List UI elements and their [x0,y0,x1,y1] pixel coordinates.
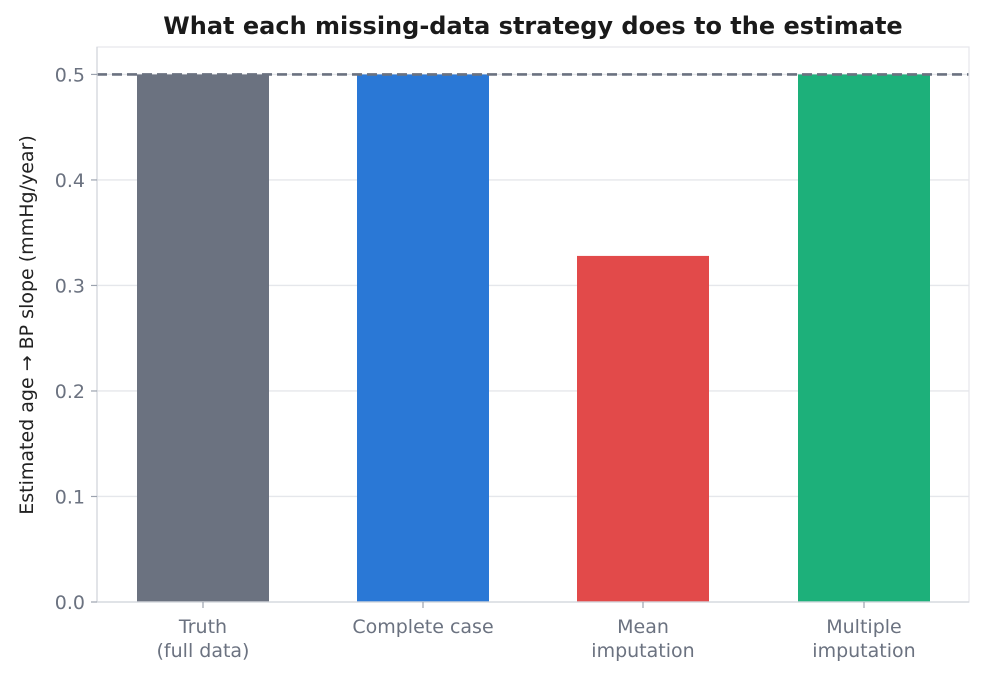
y-tick-label: 0.3 [55,275,85,297]
chart-title: What each missing-data strategy does to … [163,12,902,40]
x-tick-label-line: (full data) [157,640,250,662]
bar [137,74,269,602]
bar [798,74,930,602]
x-tick-label: Truth (full data) [157,616,250,662]
bar [357,74,489,602]
y-tick-label: 0.4 [55,170,85,192]
y-tick-label: 0.2 [55,381,85,403]
y-tick-label: 0.0 [55,592,85,614]
x-tick-label-line: Mean [617,616,669,638]
x-tick-label: Mean imputation [591,616,694,662]
y-tick-label: 0.5 [55,64,85,86]
x-tick-label-line: Truth [178,616,227,638]
x-tick-label-line: imputation [591,640,694,662]
bar [577,255,709,602]
tick-labels: 0.0 0.1 0.2 0.3 0.4 0.5 Truth (full data) Comple… [55,64,916,662]
bars [137,74,930,602]
axes [96,46,970,603]
y-axis-label: Estimated age → BP slope (mmHg/year) [16,135,38,515]
x-tick-label-line: imputation [812,640,915,662]
x-tick-label: Complete case [352,616,493,638]
y-tick-label: 0.1 [55,486,85,508]
x-tick-label: Multiple imputation [812,616,915,662]
x-tick-label-line: Complete case [352,616,493,638]
x-tick-label-line: Multiple [826,616,901,638]
